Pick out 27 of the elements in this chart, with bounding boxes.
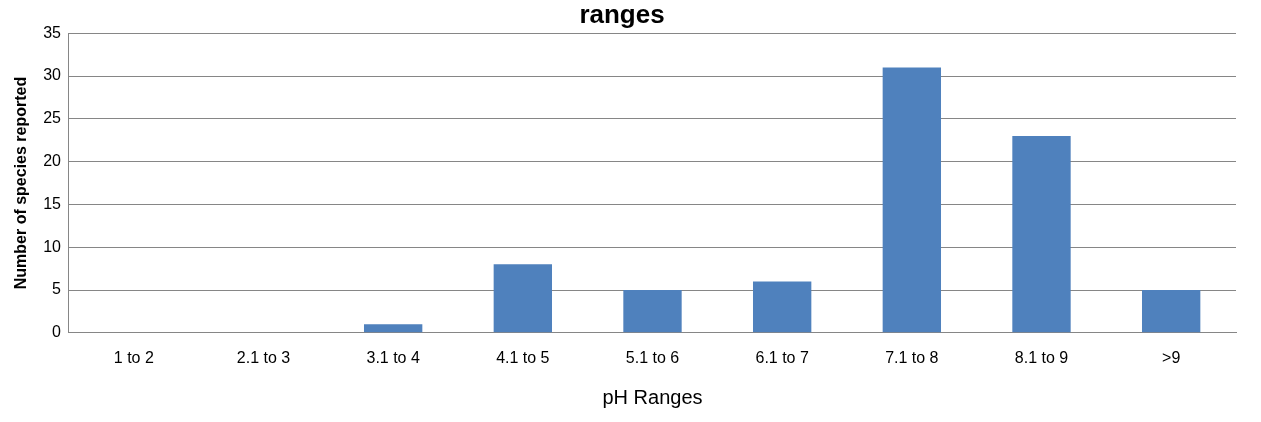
y-tick-label: 30 [43,66,62,84]
y-axis-title: Number of species reported [12,76,30,290]
y-tick-label: 35 [43,23,62,41]
chart-title: ranges [579,0,665,29]
bar [623,290,682,333]
bar [752,281,812,333]
x-tick-label: 2.1 to 3 [236,348,291,366]
x-tick-label: 6.1 to 7 [755,348,809,366]
x-tick-label: 7.1 to 8 [885,348,939,366]
x-axis-title: pH Ranges [602,385,703,408]
x-tick-label: 3.1 to 4 [366,348,420,366]
bar [1012,135,1071,333]
y-tick-label: 25 [43,109,62,127]
bar [1141,290,1201,333]
y-tick-label: 20 [43,152,62,170]
y-tick-label: 5 [52,280,62,298]
bar [882,67,942,333]
x-tick-label: 5.1 to 6 [625,348,680,366]
x-tick-label: >9 [1162,348,1181,366]
x-tick-label: 8.1 to 9 [1014,348,1069,366]
x-tick-label: 1 to 2 [113,348,154,366]
y-tick-label: 10 [43,237,62,255]
bar [363,324,423,333]
x-tick-label: 4.1 to 5 [496,348,550,366]
bar [493,264,553,333]
y-tick-label: 15 [43,194,62,212]
y-tick-label: 0 [52,323,62,341]
